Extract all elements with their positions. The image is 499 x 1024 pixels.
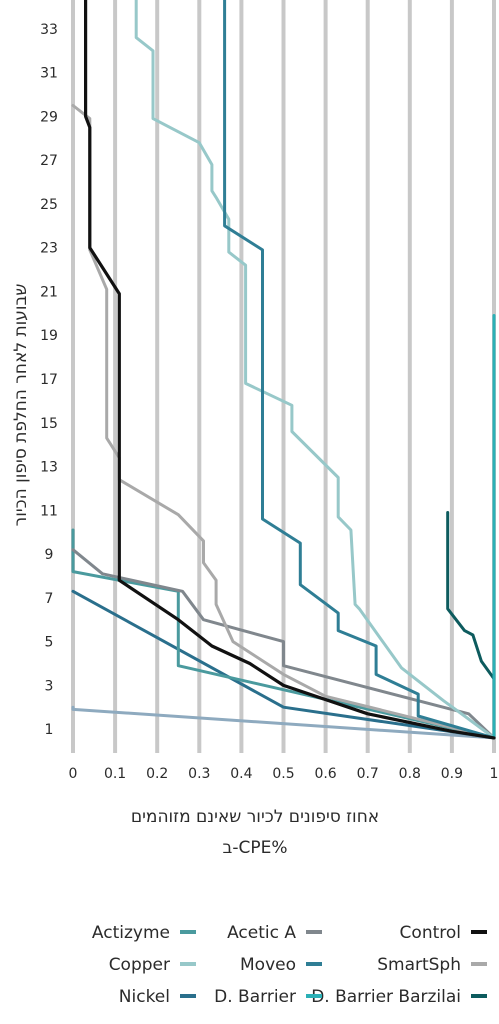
x-axis-title-line2: ב-CPE% bbox=[223, 838, 288, 858]
legend-label: Acetic A bbox=[227, 923, 296, 943]
y-tick-label: 19 bbox=[40, 328, 58, 344]
series-line-actizyme bbox=[71, 528, 496, 740]
y-tick-label: 5 bbox=[45, 635, 54, 651]
legend-label: Actizyme bbox=[92, 923, 170, 943]
y-tick-label: 33 bbox=[40, 22, 58, 38]
y-tick-label: 23 bbox=[40, 241, 58, 257]
grid-lines bbox=[71, 0, 496, 753]
x-tick-label: 0.1 bbox=[104, 766, 126, 782]
x-tick-label: 0.8 bbox=[399, 766, 421, 782]
legend-label: Moveo bbox=[240, 955, 296, 975]
y-tick-label: 25 bbox=[40, 197, 58, 213]
series-line-smartsph bbox=[71, 104, 496, 740]
y-tick-label: 15 bbox=[40, 416, 58, 432]
y-tick-label: 27 bbox=[40, 153, 58, 169]
y-tick-label: 31 bbox=[40, 66, 58, 82]
x-tick-label: 0.3 bbox=[188, 766, 210, 782]
series-line-nickel bbox=[71, 589, 496, 740]
series-line-d-barrier-barzilai bbox=[446, 511, 496, 740]
legend-label: D. Barrier bbox=[214, 987, 296, 1007]
x-axis-title-line1: אחוז סיפונים לכיור שאינם מזוהמים bbox=[131, 807, 379, 827]
y-tick-label: 17 bbox=[40, 372, 58, 388]
y-tick-label: 13 bbox=[40, 460, 58, 476]
series-line-control bbox=[83, 0, 496, 740]
legend-label: D. Barrier Barzilai bbox=[311, 987, 461, 1007]
x-tick-label: 0.7 bbox=[357, 766, 379, 782]
x-tick-label: 0.9 bbox=[441, 766, 463, 782]
series-lines bbox=[71, 0, 496, 740]
x-tick-label: 0 bbox=[69, 766, 78, 782]
x-tick-label: 0.5 bbox=[272, 766, 294, 782]
x-tick-label: 1 bbox=[490, 766, 499, 782]
x-tick-label: 0.6 bbox=[314, 766, 336, 782]
y-tick-label: 7 bbox=[45, 591, 54, 607]
series-line-moveo bbox=[223, 0, 496, 740]
x-tick-label: 0.2 bbox=[146, 766, 168, 782]
y-tick-label: 11 bbox=[40, 503, 58, 519]
x-tick-label: 0.4 bbox=[230, 766, 252, 782]
x-tick-labels: 0 0.1 0.2 0.3 0.4 0.5 0.6 0.7 0.8 0.9 1 bbox=[69, 766, 499, 782]
y-tick-label: 29 bbox=[40, 109, 58, 125]
series-line-copper bbox=[134, 0, 496, 740]
legend-label: Copper bbox=[109, 955, 170, 975]
legend-label: SmartSph bbox=[377, 955, 461, 975]
y-tick-label: 9 bbox=[45, 547, 54, 563]
legend-label: Control bbox=[400, 923, 461, 943]
y-tick-label: 3 bbox=[45, 678, 54, 694]
series-line-unlabeled bbox=[71, 705, 496, 740]
y-tick-label: 1 bbox=[45, 722, 54, 738]
legend-label: Nickel bbox=[119, 987, 170, 1007]
series-line-acetic-a bbox=[71, 548, 496, 740]
y-axis-title: שבועות לאחר החלפת סיפון הכיור bbox=[11, 284, 31, 527]
legend: Control SmartSph D. Barrier Barzilai Acetic… bbox=[92, 923, 487, 1007]
y-tick-label: 21 bbox=[40, 284, 58, 300]
